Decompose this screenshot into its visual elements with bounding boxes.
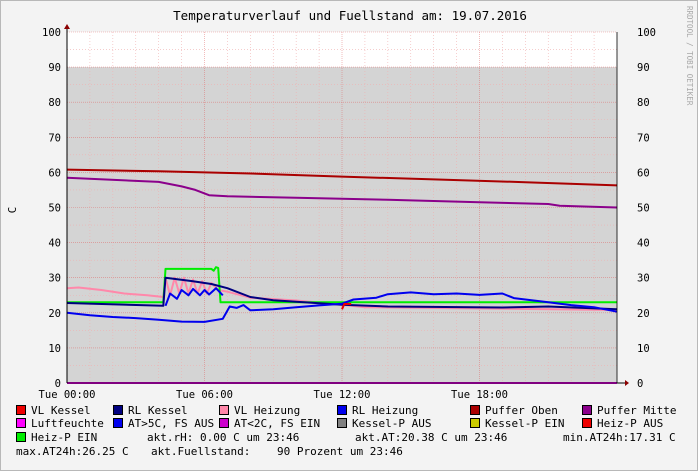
- y-tick-label-right: 30: [637, 273, 650, 285]
- y-tick-label-left: 40: [48, 238, 61, 250]
- legend-swatch: [219, 418, 229, 428]
- legend-swatch: [16, 418, 26, 428]
- legend-item: RL Kessel: [113, 405, 188, 417]
- series-line-rl-heizung-06h-burst: [164, 287, 224, 307]
- y-tick-label-right: 40: [637, 238, 650, 250]
- y-tick-label-left: 30: [48, 273, 61, 285]
- legend-item: AT>5C, FS AUS: [113, 418, 214, 430]
- y-axis-label: C: [6, 207, 19, 214]
- legend-label: Kessel-P AUS: [352, 417, 432, 430]
- legend-label: AT>5C, FS AUS: [128, 417, 215, 430]
- legend-item: Puffer Oben: [470, 405, 558, 417]
- legend-item: Heiz-P AUS: [582, 418, 663, 430]
- x-tick-label: Tue 18:00: [451, 389, 508, 401]
- legend-swatch: [113, 418, 123, 428]
- legend-label: RL Heizung: [352, 404, 419, 417]
- legend-label: AT<2C, FS EIN: [234, 417, 321, 430]
- info-text: akt.Fuellstand:: [151, 445, 251, 458]
- series-line-puffer-mitte: [66, 176, 618, 209]
- y-tick-label-left: 60: [48, 167, 61, 179]
- info-text: min.AT24h:17.31 C: [563, 431, 676, 444]
- y-tick-label-right: 10: [637, 343, 650, 355]
- y-tick-label-right: 50: [637, 203, 650, 215]
- info-text: akt.AT:20.38 C um 23:46: [355, 431, 508, 444]
- y-tick-label-left: 70: [48, 132, 61, 144]
- legend-item: Puffer Mitte: [582, 405, 676, 417]
- legend-item: Heiz-P EIN: [16, 432, 97, 444]
- legend-label: Luftfeuchte: [31, 417, 104, 430]
- y-axis-arrow: [64, 24, 70, 29]
- x-axis-arrow: [625, 380, 629, 386]
- y-tick-label-left: 10: [48, 343, 61, 355]
- series-line-puffer-oben: [66, 168, 618, 187]
- legend-item: AT<2C, FS EIN: [219, 418, 320, 430]
- legend-swatch: [113, 405, 123, 415]
- legend-swatch: [219, 405, 229, 415]
- y-tick-label-right: 0: [637, 378, 643, 390]
- legend-label: Puffer Mitte: [597, 404, 677, 417]
- x-tick-label: Tue 00:00: [39, 389, 96, 401]
- series-line-rl-heizung: [66, 291, 618, 323]
- y-tick-label-right: 100: [637, 27, 656, 39]
- chart-title: Temperaturverlauf und Fuellstand am: 19.…: [173, 8, 527, 23]
- info-text: akt.rH: 0.00 C um 23:46: [147, 431, 300, 444]
- y-tick-label-left: 50: [48, 203, 61, 215]
- legend-swatch: [470, 418, 480, 428]
- series-line-rl-kessel: [66, 276, 618, 311]
- legend-item: VL Kessel: [16, 405, 91, 417]
- legend-item: Kessel-P EIN: [470, 418, 564, 430]
- legend-swatch: [337, 405, 347, 415]
- legend-label: VL Kessel: [31, 404, 91, 417]
- y-tick-label-left: 90: [48, 62, 61, 74]
- legend-label: Puffer Oben: [485, 404, 558, 417]
- y-tick-label-right: 70: [637, 132, 650, 144]
- y-tick-label-right: 60: [637, 167, 650, 179]
- legend-swatch: [337, 418, 347, 428]
- y-tick-label-right: 80: [637, 97, 650, 109]
- y-tick-label-right: 90: [637, 62, 650, 74]
- legend-swatch: [470, 405, 480, 415]
- info-text: 90 Prozent um 23:46: [277, 445, 403, 458]
- legend-label: Kessel-P EIN: [485, 417, 565, 430]
- legend-swatch: [16, 432, 26, 442]
- legend-item: RL Heizung: [337, 405, 418, 417]
- legend-label: VL Heizung: [234, 404, 301, 417]
- x-tick-label: Tue 12:00: [314, 389, 371, 401]
- x-tick-label: Tue 06:00: [176, 389, 233, 401]
- y-tick-label-left: 80: [48, 97, 61, 109]
- rrdtool-watermark: RRDTOOL / TOBI OETIKER: [685, 6, 694, 106]
- y-tick-label-left: 20: [48, 308, 61, 320]
- info-text: max.AT24h:26.25 C: [16, 445, 129, 458]
- legend-swatch: [582, 405, 592, 415]
- legend-swatch: [582, 418, 592, 428]
- y-tick-label-right: 20: [637, 308, 650, 320]
- series-line-vl-kessel: [341, 303, 352, 310]
- legend-item: VL Heizung: [219, 405, 300, 417]
- legend-label: RL Kessel: [128, 404, 188, 417]
- y-tick-label-left: 100: [42, 27, 61, 39]
- legend-swatch: [16, 405, 26, 415]
- legend-label: Heiz-P EIN: [31, 431, 98, 444]
- legend-item: Luftfeuchte: [16, 418, 104, 430]
- plot-area: 0 0 10 10 20 20 30 30 40 40 50 50 60 60 70 70 80 80 90 90 10…: [39, 24, 656, 401]
- legend-label: Heiz-P AUS: [597, 417, 664, 430]
- legend-item: Kessel-P AUS: [337, 418, 431, 430]
- y-tick-label-left: 0: [55, 378, 61, 390]
